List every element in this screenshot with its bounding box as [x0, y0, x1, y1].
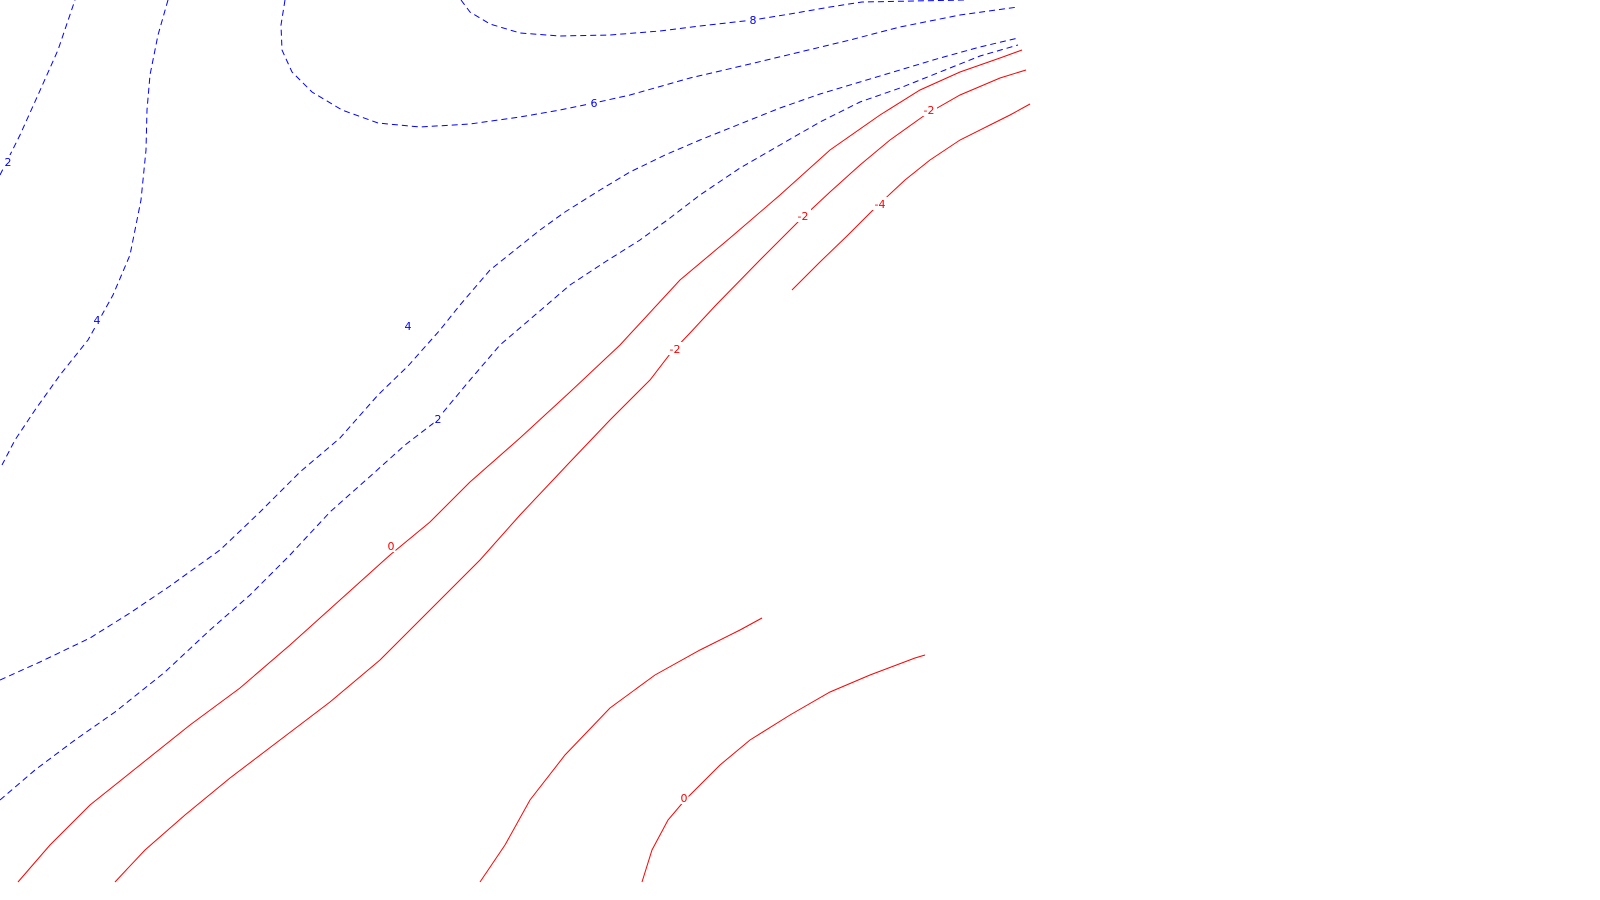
contour-label-pos8-3-0: 8: [750, 14, 757, 27]
contour-label-bg-neg4-8-0: [872, 197, 888, 210]
contour-label-bg-pos2-0-0: [3, 155, 13, 168]
contour-label-bg-pos6-2-0: [589, 96, 599, 109]
contour-label-bg-pos8-3-0: [748, 13, 758, 26]
contour-line-zero-9: [479, 617, 763, 883]
contour-label-bg-pos4-4-0: [403, 319, 413, 332]
contour-label-neg2-7-0: -2: [670, 343, 681, 356]
contour-label-bg-neg2-7-0: [667, 342, 683, 355]
contour-label-neg4-8-0: -4: [875, 198, 886, 211]
contour-line-pos4-1: [1, 0, 169, 466]
contour-label-bg-pos4-1-0: [92, 313, 102, 326]
contour-line-pos4-4: [0, 37, 1019, 681]
contour-label-neg2-7-1: -2: [798, 210, 809, 223]
contour-label-bg-neg2-7-2: [921, 103, 937, 116]
contour-label-pos2-5-0: 2: [435, 413, 442, 426]
contour-label-pos4-1-0: 4: [94, 314, 101, 327]
contour-label-neg2-7-2: -2: [924, 104, 935, 117]
contour-label-pos6-2-0: 6: [591, 97, 598, 110]
contour-line-pos6-2: [280, 0, 1019, 128]
contour-line-pos8-3: [460, 0, 967, 37]
contour-line-pos2-5: [0, 44, 1019, 801]
contour-label-zero-6-0: 0: [388, 540, 395, 553]
contour-label-bg-pos2-5-0: [433, 412, 443, 425]
contour-label-pos4-4-0: 4: [405, 320, 412, 333]
contour-line-zero-10: [641, 654, 926, 883]
contour-line-pos2-0: [0, 0, 76, 176]
contour-line-zero-6: [17, 49, 1023, 883]
contour-label-bg-zero-10-0: [679, 791, 689, 804]
contour-line-neg4-8: [791, 103, 1031, 291]
contour-label-bg-zero-6-0: [386, 539, 396, 552]
contour-label-zero-10-0: 0: [681, 792, 688, 805]
contour-label-bg-neg2-7-1: [795, 209, 811, 222]
contour-line-neg2-7: [114, 69, 1027, 883]
contour-label-pos2-0-0: 2: [5, 156, 12, 169]
